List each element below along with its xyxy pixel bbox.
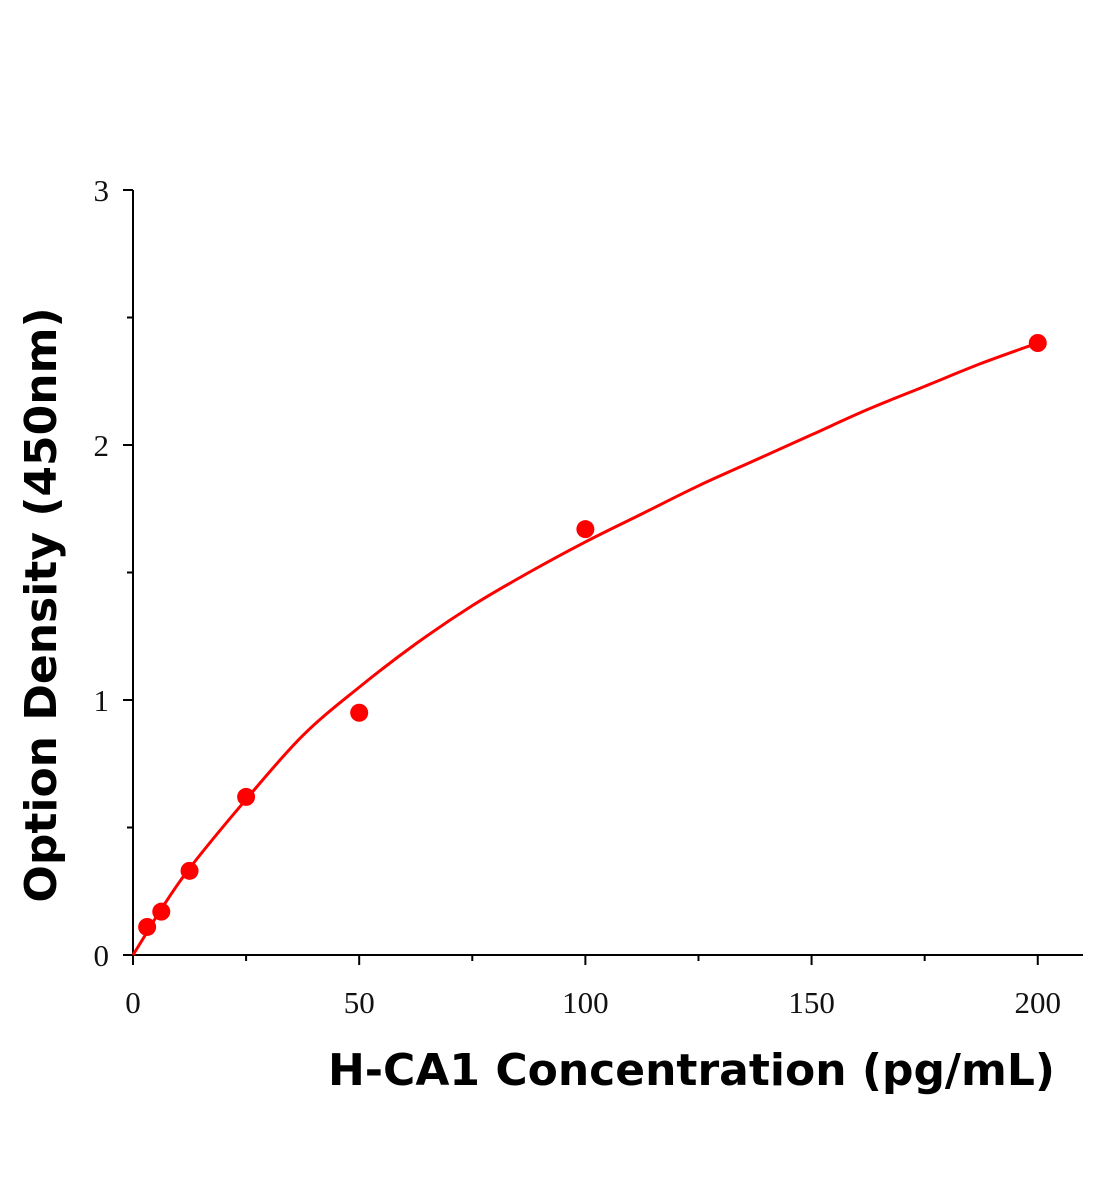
data-point (152, 902, 171, 921)
x-tick-label: 0 (125, 985, 141, 1020)
fit-curve-group (131, 341, 1039, 956)
x-tick-label: 150 (788, 985, 835, 1020)
x-tick-label: 200 (1015, 985, 1062, 1020)
data-point (350, 703, 369, 722)
y-tick-label: 3 (94, 173, 110, 208)
y-tick-label: 0 (94, 938, 110, 973)
axes (132, 190, 1083, 956)
y-tick-label: 1 (94, 683, 110, 718)
x-axis-title: H-CA1 Concentration (pg/mL) (328, 1045, 1055, 1096)
data-points (138, 334, 1047, 936)
data-point (237, 787, 256, 806)
y-axis-title: Option Density (450nm) (16, 307, 67, 902)
tick-labels: 0 50 100 150 200 0 1 2 3 (94, 173, 1062, 1020)
y-tick-label: 2 (94, 428, 110, 463)
fit-curve (131, 341, 1039, 956)
data-point (576, 520, 595, 539)
data-point (180, 861, 199, 880)
data-point (138, 917, 157, 936)
x-tick-label: 100 (562, 985, 609, 1020)
ticks (123, 189, 1039, 965)
data-point (1028, 334, 1047, 352)
x-tick-label: 50 (344, 985, 375, 1020)
